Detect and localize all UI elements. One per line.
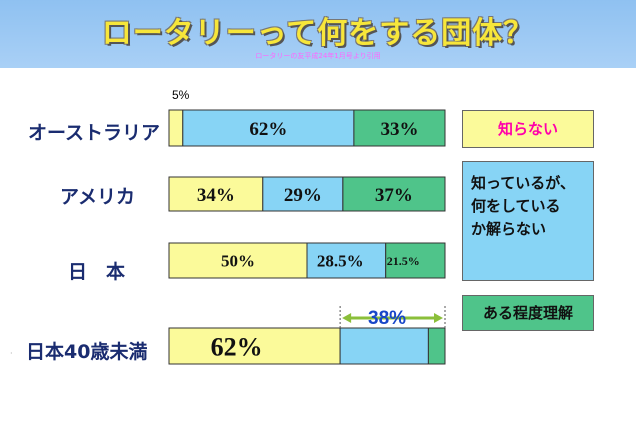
category-label-japan-under40: 日本40歳未満 <box>26 341 148 363</box>
legend-heard-line-1: 知っているが、 <box>471 174 575 192</box>
bar-japan-under40-unknown <box>168 327 341 365</box>
bar-australia-heard-only <box>182 109 355 147</box>
legend-item-heard-only: 知っているが、 何をしている か解らない <box>462 161 594 281</box>
category-label-australia: オーストラリア <box>28 122 161 144</box>
bullet-dot: · <box>10 349 13 358</box>
bar-japan-unknown <box>168 242 308 279</box>
category-label-usa: アメリカ <box>60 186 136 208</box>
bar-japan-under40-heard-only <box>339 327 429 365</box>
data-label-japan-under40-unknown: 62% <box>211 332 263 361</box>
bar-australia-unknown <box>168 109 184 147</box>
bar-usa-unknown <box>168 176 264 212</box>
data-label-australia-understand: 33% <box>381 119 419 140</box>
bracket-total-label: 38% <box>368 308 407 329</box>
australia-unknown-label: 5% <box>172 88 190 102</box>
data-label-australia-heard-only: 62% <box>249 119 287 140</box>
bar-usa-understand <box>342 176 446 212</box>
bar-japan-heard-only <box>306 242 387 279</box>
bar-japan-under40-understand <box>427 327 446 365</box>
title-banner <box>0 0 636 68</box>
data-label-usa-heard-only: 29% <box>284 185 322 206</box>
bar-usa-heard-only <box>262 176 344 212</box>
legend-item-unknown: 知らない <box>462 110 594 148</box>
data-label-japan-understand: 21.5% <box>387 254 420 268</box>
data-label-usa-understand: 37% <box>375 185 413 206</box>
data-label-japan-unknown: 50% <box>221 252 255 271</box>
bracket-arrowhead-right <box>434 313 443 323</box>
source-note: ロータリーの友平成24年1月号より引用 <box>255 52 381 60</box>
page-title: ロータリーって何をする団体？ <box>101 16 535 51</box>
data-label-usa-unknown: 34% <box>197 185 235 206</box>
legend-item-understand: ある程度理解 <box>462 295 594 331</box>
bar-japan-understand <box>385 242 446 279</box>
bar-australia-understand <box>353 109 446 147</box>
legend-heard-line-3: か解らない <box>471 220 547 238</box>
data-label-japan-heard-only: 28.5% <box>317 252 364 271</box>
category-label-japan: 日 本 <box>68 261 126 283</box>
legend-heard-line-2: 何をしている <box>471 197 561 215</box>
bracket-arrowhead-left <box>342 313 352 323</box>
